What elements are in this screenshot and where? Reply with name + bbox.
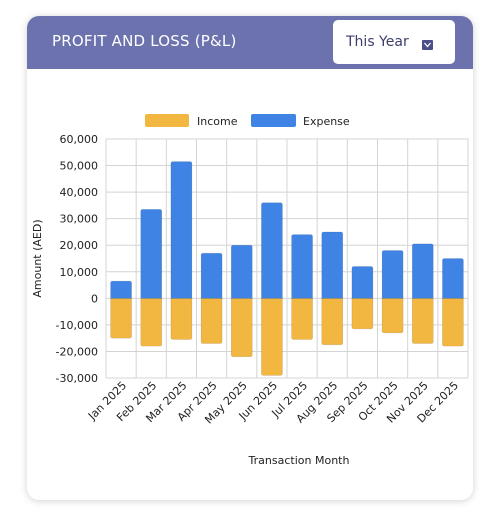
bar-income-aug-2025[interactable] [321, 298, 344, 346]
legend-label-expense: Expense [303, 115, 350, 128]
bar-expense-apr-2025[interactable] [200, 252, 223, 299]
y-tick-label: 20,000 [60, 239, 99, 252]
y-axis-title: Amount (AED) [31, 219, 44, 297]
bar-expense-may-2025[interactable] [230, 244, 253, 299]
period-dropdown[interactable]: This Year [333, 20, 455, 64]
bar-expense-mar-2025[interactable] [170, 161, 193, 299]
legend-swatch-expense [251, 114, 296, 127]
bar-income-jun-2025[interactable] [261, 298, 283, 376]
y-tick-label: -20,000 [56, 345, 98, 358]
y-tick-label: 10,000 [60, 266, 99, 279]
y-tick-label: -10,000 [56, 319, 98, 332]
chevron-down-icon [422, 40, 433, 50]
bar-income-mar-2025[interactable] [170, 298, 193, 340]
pnl-chart: Income Expense 60,000 50,000 40,000 30,000 20… [31, 114, 469, 467]
bar-income-apr-2025[interactable] [200, 298, 223, 344]
bar-expense-nov-2025[interactable] [411, 243, 434, 299]
y-axis-ticks: 60,000 50,000 40,000 30,000 20,000 10,000 0 -10… [56, 133, 98, 385]
y-tick-label: 40,000 [60, 186, 99, 199]
bar-income-dec-2025[interactable] [442, 298, 464, 347]
y-tick-label: 50,000 [60, 160, 99, 173]
bar-expense-jul-2025[interactable] [291, 234, 313, 299]
chart-legend: Income Expense [145, 114, 350, 128]
bar-income-jul-2025[interactable] [291, 298, 313, 340]
card-title: PROFIT AND LOSS (P&L) [52, 32, 237, 50]
chart-grid [105, 138, 469, 379]
y-tick-label: 0 [91, 292, 98, 305]
x-axis-title: Transaction Month [248, 454, 350, 467]
bar-income-jan-2025[interactable] [110, 298, 132, 339]
y-tick-label: 30,000 [60, 213, 99, 226]
bar-expense-sep-2025[interactable] [351, 266, 374, 299]
pnl-card: PROFIT AND LOSS (P&L) This Year Income Ex… [27, 16, 473, 500]
bar-expense-dec-2025[interactable] [442, 258, 464, 299]
card-header: PROFIT AND LOSS (P&L) This Year [27, 16, 473, 69]
bar-expense-feb-2025[interactable] [140, 209, 163, 299]
legend-label-income: Income [197, 115, 238, 128]
bar-income-feb-2025[interactable] [140, 298, 163, 347]
period-dropdown-label: This Year [346, 34, 409, 50]
bar-income-oct-2025[interactable] [381, 298, 404, 334]
bar-expense-jun-2025[interactable] [261, 202, 283, 299]
y-tick-label: -30,000 [56, 372, 98, 385]
legend-swatch-income [145, 114, 189, 127]
bar-income-sep-2025[interactable] [351, 298, 374, 330]
y-tick-label: 60,000 [60, 133, 99, 146]
chart-bars [110, 161, 464, 376]
bar-income-nov-2025[interactable] [411, 298, 434, 344]
bar-expense-oct-2025[interactable] [381, 250, 404, 299]
bar-expense-jan-2025[interactable] [110, 280, 132, 299]
bar-expense-aug-2025[interactable] [321, 231, 344, 299]
bar-income-may-2025[interactable] [230, 298, 253, 358]
